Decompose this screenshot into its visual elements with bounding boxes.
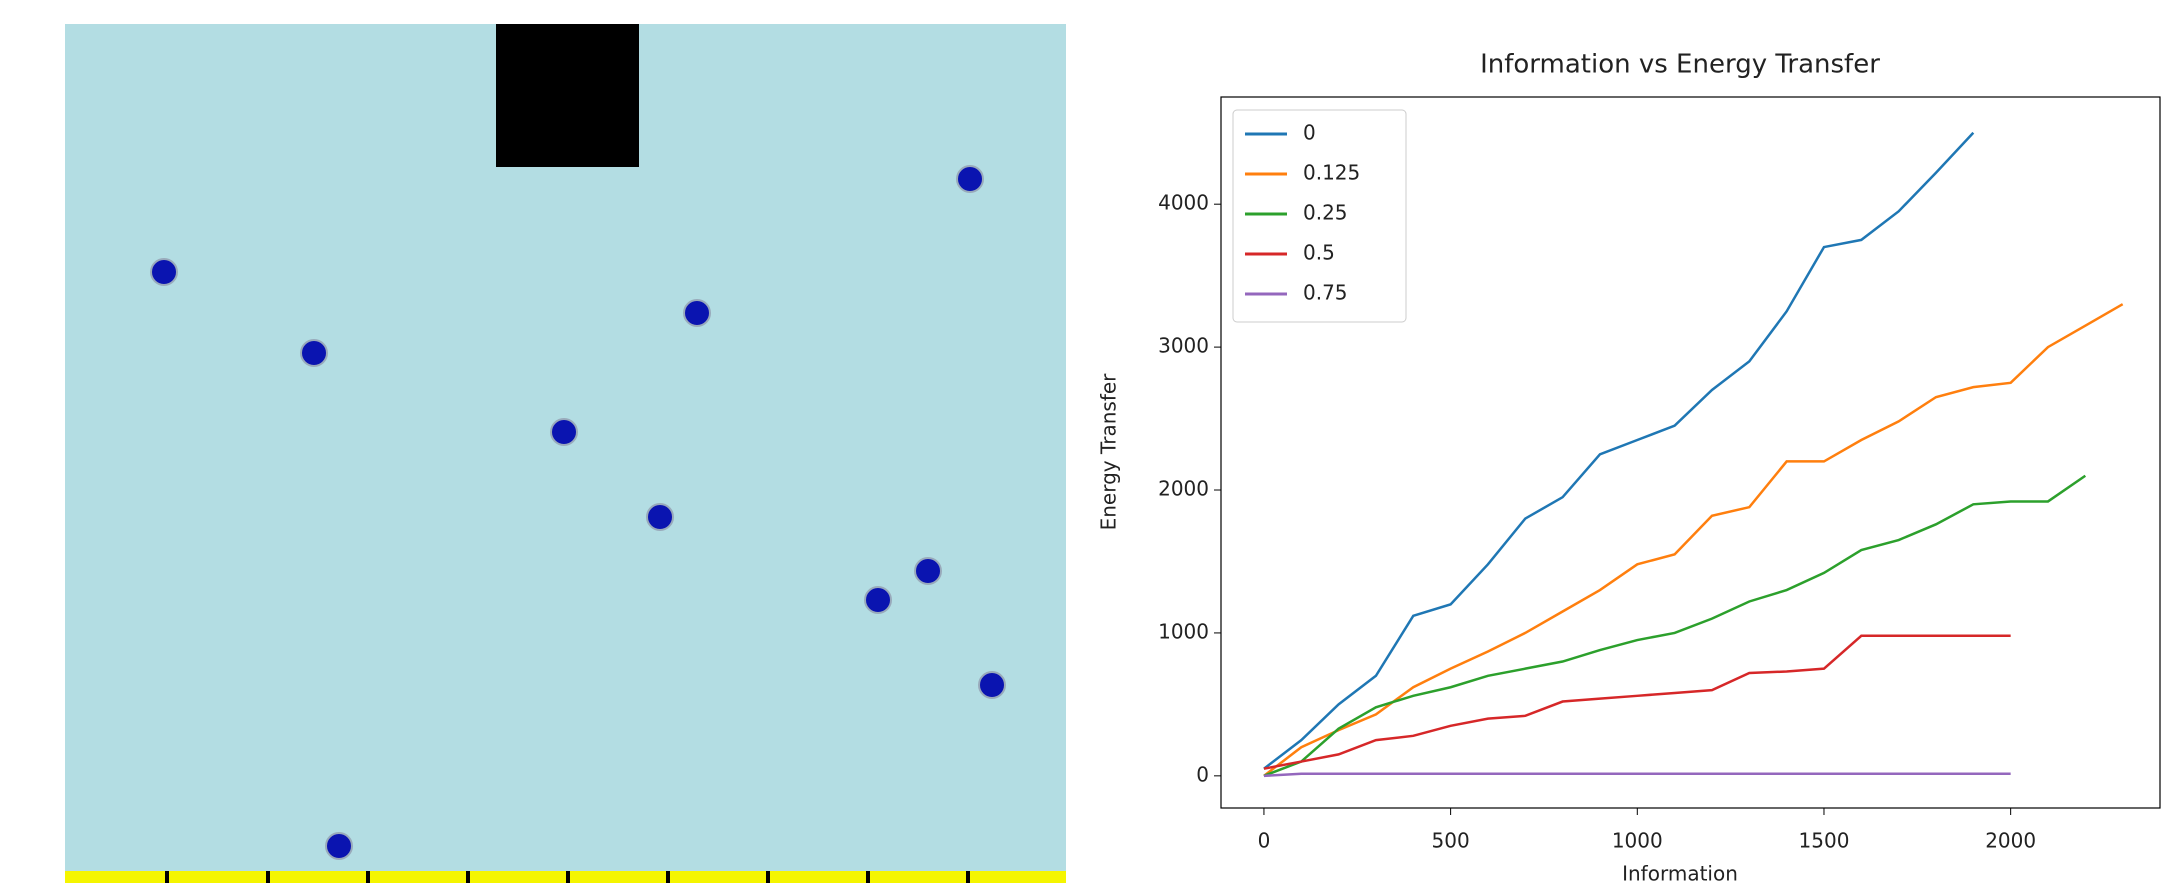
sim-block [496, 24, 639, 167]
y-tick-label: 2000 [1158, 477, 1209, 501]
x-axis-label: Information [1622, 862, 1738, 883]
particle [956, 165, 984, 193]
x-tick-label: 0 [1258, 829, 1271, 853]
simulation-panel [65, 24, 1066, 883]
particles [150, 165, 1006, 860]
particle [325, 832, 353, 860]
floor-bar [65, 871, 1066, 883]
particle [864, 586, 892, 614]
plot-frame [1220, 96, 2161, 809]
x-tick-label: 500 [1432, 829, 1470, 853]
y-tick-label: 1000 [1158, 619, 1209, 643]
legend-label: 0 [1303, 121, 1316, 145]
particle [683, 299, 711, 327]
legend-label: 0.5 [1303, 241, 1335, 265]
particle [646, 503, 674, 531]
y-axis-label: Energy Transfer [1097, 373, 1121, 531]
legend-label: 0.25 [1303, 201, 1348, 225]
sim-background [65, 24, 1066, 883]
y-tick-label: 3000 [1158, 334, 1209, 358]
chart-title: Information vs Energy Transfer [1480, 50, 1880, 80]
x-tick-label: 1500 [1799, 829, 1850, 853]
series-line [1263, 303, 2124, 777]
legend-box [1232, 109, 1407, 323]
floor-ticks [165, 871, 970, 883]
particle [978, 671, 1006, 699]
x-tick-label: 2000 [1985, 829, 2036, 853]
chart: Information vs Energy Transfer Informati… [1097, 50, 2161, 883]
legend-label: 0.125 [1303, 161, 1360, 185]
particle [914, 557, 942, 585]
series-line [1263, 772, 2011, 778]
particle [150, 258, 178, 286]
y-tick-label: 0 [1196, 762, 1209, 786]
particle [300, 339, 328, 367]
series-line [1263, 634, 2011, 770]
particle [550, 418, 578, 446]
y-tick-label: 4000 [1158, 191, 1209, 215]
x-tick-label: 1000 [1612, 829, 1663, 853]
legend-label: 0.75 [1303, 281, 1348, 305]
series-line [1263, 131, 1975, 770]
series-line [1263, 474, 2087, 778]
